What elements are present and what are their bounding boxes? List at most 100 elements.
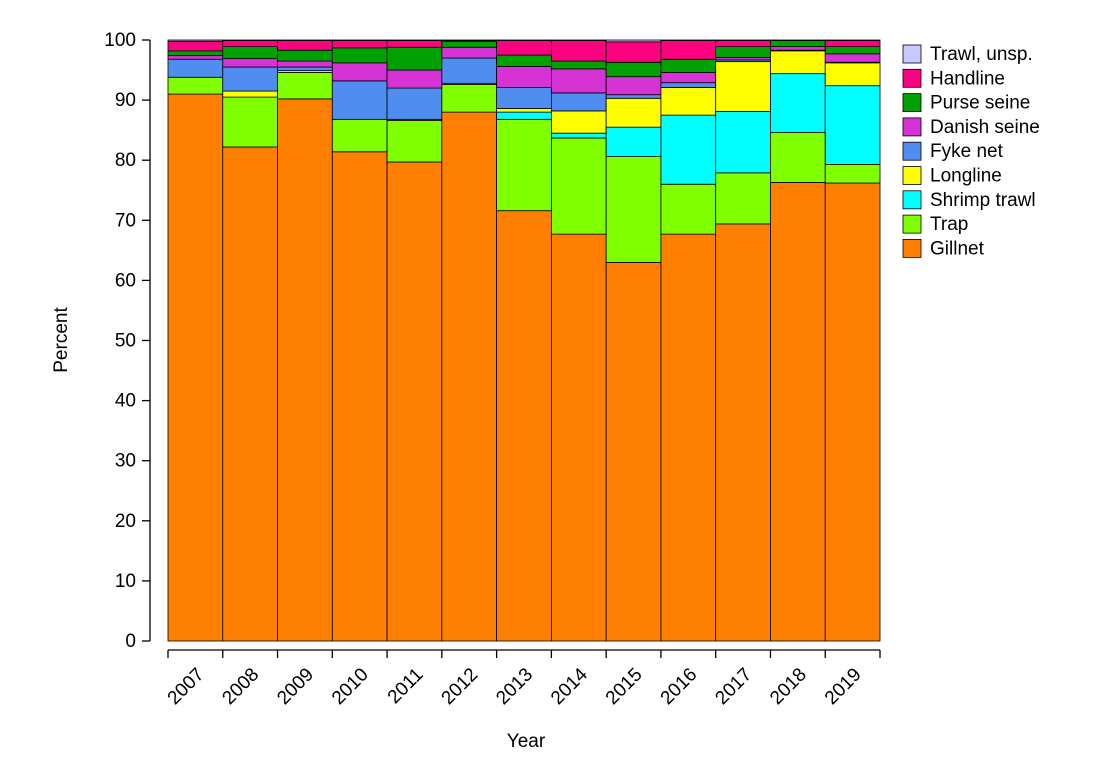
bar-segment xyxy=(167,93,224,642)
bar-segment xyxy=(550,68,607,94)
bar-segment xyxy=(605,39,662,43)
bar-segment xyxy=(167,50,224,57)
y-axis-label: Percent xyxy=(51,307,72,373)
bar-segment xyxy=(496,40,552,56)
bar-segment xyxy=(277,66,333,72)
bar-segment xyxy=(715,61,771,112)
legend-label: Shrimp trawl xyxy=(930,190,1036,211)
legend-label: Trap xyxy=(930,214,968,235)
bar-segment xyxy=(605,76,662,96)
bar-segment xyxy=(496,118,552,212)
bar-segment xyxy=(441,84,498,113)
bar-segment xyxy=(660,82,717,88)
bar-segment xyxy=(605,97,662,128)
legend-swatch xyxy=(902,141,922,161)
bar-segment xyxy=(386,69,443,89)
x-tick-label: 2011 xyxy=(384,664,428,708)
bar-segment xyxy=(167,55,224,60)
bar-segment xyxy=(222,39,278,42)
bar-segment xyxy=(386,46,443,71)
y-tick-label: 30 xyxy=(115,451,136,472)
bar-segment xyxy=(605,61,662,78)
bar-segment xyxy=(222,58,278,68)
bar-segment xyxy=(550,60,607,70)
y-tick-label: 90 xyxy=(115,90,136,111)
legend-swatch xyxy=(902,44,922,64)
bar-segment xyxy=(824,53,881,63)
bar-segment xyxy=(824,62,881,87)
x-tick-label: 2019 xyxy=(821,664,866,709)
bar-segment xyxy=(660,39,717,42)
legend-swatch xyxy=(902,68,922,88)
legend-label: Gillnet xyxy=(930,238,985,259)
legend-swatch xyxy=(902,166,922,185)
bar-segment xyxy=(331,62,388,82)
x-tick-label: 2007 xyxy=(164,664,209,709)
bar-segment xyxy=(331,40,388,49)
bar-segment xyxy=(222,66,278,92)
bar-segment xyxy=(167,40,224,52)
bar-segment xyxy=(167,76,224,95)
bar-segment xyxy=(770,40,826,48)
bar-segment xyxy=(331,80,388,120)
bar-segment xyxy=(660,58,717,73)
legend-label: Danish seine xyxy=(930,117,1040,138)
bar-segment xyxy=(660,233,717,642)
bar-segment xyxy=(441,111,498,642)
x-tick-label: 2013 xyxy=(492,664,537,709)
y-tick-label: 0 xyxy=(125,631,136,652)
bar-segment xyxy=(605,126,662,157)
bar-segment xyxy=(167,39,224,42)
bar-segment xyxy=(660,183,717,235)
bar-segment xyxy=(605,156,662,263)
x-tick-label: 2015 xyxy=(602,664,647,709)
bar-segment xyxy=(550,92,607,112)
x-tick-label: 2014 xyxy=(547,664,592,709)
bar-segment xyxy=(605,94,662,99)
bar-segment xyxy=(277,72,333,100)
bar-segment xyxy=(386,39,443,42)
x-tick-label: 2016 xyxy=(657,664,702,709)
bar-segment xyxy=(277,98,333,642)
legend-label: Purse seine xyxy=(930,93,1030,114)
bar-segment xyxy=(331,39,388,42)
y-tick-label: 60 xyxy=(115,270,136,291)
bar-segment xyxy=(824,46,881,55)
bar-segment xyxy=(496,210,552,642)
bar-segment xyxy=(770,182,826,642)
bar-segment xyxy=(496,54,552,67)
bar-segment xyxy=(824,164,881,184)
bar-segment xyxy=(386,161,443,642)
bar-segment xyxy=(331,47,388,64)
legend-label: Handline xyxy=(930,68,1005,89)
bar-segment xyxy=(715,111,771,174)
bar-segment xyxy=(824,39,881,42)
y-tick-label: 40 xyxy=(115,391,136,412)
bar-segment xyxy=(441,39,498,42)
x-tick-label: 2012 xyxy=(438,664,483,709)
y-tick-label: 50 xyxy=(115,331,136,352)
y-tick-label: 80 xyxy=(115,150,136,171)
bar-segment xyxy=(277,49,333,62)
bar-segment xyxy=(222,96,278,148)
bar-segment xyxy=(222,90,278,98)
legend-swatch xyxy=(902,117,922,137)
bar-segment xyxy=(441,57,498,84)
bar-segment xyxy=(277,39,333,42)
x-tick-label: 2017 xyxy=(711,664,756,709)
bar-segment xyxy=(277,40,333,51)
bar-segment xyxy=(770,132,826,183)
bar-segment xyxy=(824,85,881,165)
bar-segment xyxy=(550,132,607,139)
x-tick-label: 2018 xyxy=(766,664,811,709)
bar-segment xyxy=(605,261,662,642)
bar-segment xyxy=(331,118,388,153)
y-tick-label: 20 xyxy=(115,511,136,532)
bar-segment xyxy=(770,46,826,51)
bar-segment xyxy=(715,46,771,58)
bar-segment xyxy=(441,40,498,48)
bar-segment xyxy=(386,120,443,163)
legend-label: Fyke net xyxy=(930,141,1004,162)
